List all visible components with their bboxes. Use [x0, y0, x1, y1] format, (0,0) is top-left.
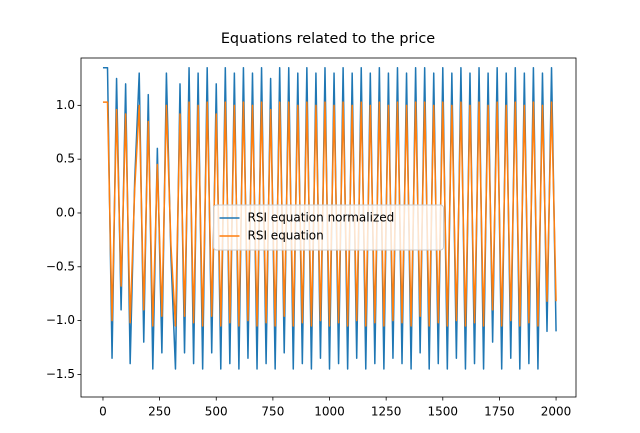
x-tick-label: 500 [205, 405, 228, 419]
series-line [102, 101, 557, 327]
x-tick-label: 250 [148, 405, 171, 419]
y-tick-label: 0.0 [56, 205, 75, 219]
y-tick-label: 0.5 [56, 152, 75, 166]
x-tick-label: 1000 [314, 405, 345, 419]
y-tick-label: 1.0 [56, 98, 75, 112]
x-tick-label: 0 [99, 405, 107, 419]
y-tick-label: −0.5 [46, 259, 75, 273]
plot-frame [80, 57, 577, 398]
legend: RSI equation normalized RSI equation [213, 204, 444, 251]
x-tick-label: 750 [261, 405, 284, 419]
chart-title: Equations related to the price [221, 31, 435, 47]
x-tick-label: 1500 [428, 405, 459, 419]
legend-box [213, 204, 444, 251]
y-tick-label: −1.0 [46, 313, 75, 327]
legend-label: RSI equation normalized [248, 211, 395, 225]
x-tick-label: 1750 [484, 405, 515, 419]
legend-label: RSI equation [248, 229, 324, 243]
x-tick-label: 1250 [371, 405, 402, 419]
y-tick-label: −1.5 [46, 367, 75, 381]
x-tick-label: 2000 [541, 405, 572, 419]
